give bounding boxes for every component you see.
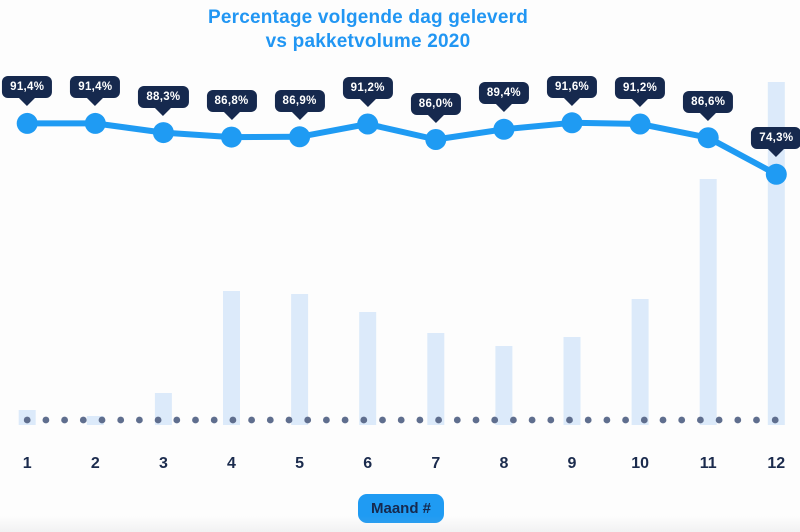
pct-badge: 86,8% [206,90,257,113]
delivery-point [765,163,787,185]
baseline-dot [715,416,723,424]
baseline-dot [528,416,536,424]
x-axis-label: 8 [499,455,509,472]
baseline-dot [266,416,274,424]
volume-bar [291,294,309,425]
delivery-line [24,119,780,178]
x-axis-label: 2 [90,455,100,472]
pct-badge: 91,4% [2,76,53,99]
baseline-dot [603,416,611,424]
x-axis-title-badge: Maand # [357,494,445,523]
pct-badge: 89,4% [478,82,529,105]
volume-bar [223,291,240,425]
delivery-point [289,126,311,148]
baseline-dot [659,416,667,424]
delivery-point [425,129,447,150]
baseline-dot [304,416,312,424]
delivery-point [152,122,174,144]
baseline-dot [98,416,106,424]
volume-bar [699,179,717,425]
volume-bar [427,333,445,425]
baseline-dot [117,416,125,424]
pct-badge: 86,0% [410,92,461,115]
baseline-dot [510,416,517,424]
x-axis-label: 9 [567,455,577,472]
x-axis-label: 5 [295,455,305,472]
pct-badge: 91,4% [70,76,121,99]
baseline-dot [379,416,386,424]
baseline-dot [584,416,592,424]
baseline-dot [136,416,143,424]
volume-bar [359,312,377,425]
baseline-dot [397,416,405,424]
baseline-dot [79,416,87,424]
chart-title: Percentage volgende dag geleverd vs pakk… [0,6,736,53]
baseline-dot [416,416,424,424]
delivery-point [561,112,583,134]
baseline-dot [491,416,499,424]
baseline-dot [341,416,349,424]
pct-badge: 91,2% [615,77,666,99]
baseline-dot [23,416,31,424]
pct-badge: 91,6% [546,75,598,98]
baseline-dot [566,416,573,424]
chart-title-line2: vs pakketvolume 2020 [265,30,471,52]
delivery-point [697,127,719,149]
delivery-point [629,113,651,135]
delivery-point [493,118,515,140]
baseline-dot [323,416,330,424]
pct-badge: 88,3% [138,85,189,108]
x-axis-label: 12 [767,455,786,472]
volume-bar [86,416,104,425]
x-axis-label: 1 [22,455,32,472]
pct-badge: 86,9% [274,89,325,112]
baseline-dot [472,416,480,424]
baseline-dot [678,416,686,424]
baseline-dot [173,416,181,424]
baseline-dot [42,416,50,424]
baseline-dot [229,416,237,424]
x-axis-title: Maand # [370,500,432,517]
baseline-dot [640,416,648,424]
x-axis-label: 3 [158,455,168,472]
volume-bar [563,337,581,425]
baseline-dot [697,416,704,424]
delivery-point [221,126,242,148]
baseline-dot [154,416,162,424]
baseline-dot [435,416,442,424]
x-axis-label: 10 [631,455,649,472]
pct-badge: 86,6% [683,90,734,113]
baseline-dot [61,416,68,424]
baseline-dot [734,416,742,424]
delivery-point [357,113,379,135]
baseline-dot [210,416,218,424]
baseline-dot [771,416,779,424]
baseline-dot [285,416,293,424]
delivery-point [16,112,38,134]
pct-badge: 74,3% [751,127,800,150]
volume-bar [631,299,649,425]
delivery-point [84,112,106,134]
x-axis-label: 4 [227,455,236,472]
x-axis-label: 6 [363,455,373,472]
chart-title-line1: Percentage volgende dag geleverd [207,7,528,28]
baseline-dot [622,416,629,424]
volume-bar [495,346,513,425]
baseline-dot [360,416,368,424]
baseline-dot [192,416,199,424]
pct-badge: 91,2% [342,77,393,99]
baseline-dot [753,416,760,424]
x-axis-label: 7 [431,455,441,472]
baseline-dot [248,416,256,424]
baseline-dot [547,416,555,424]
baseline-dot [453,416,461,424]
x-axis-label: 11 [699,455,717,472]
